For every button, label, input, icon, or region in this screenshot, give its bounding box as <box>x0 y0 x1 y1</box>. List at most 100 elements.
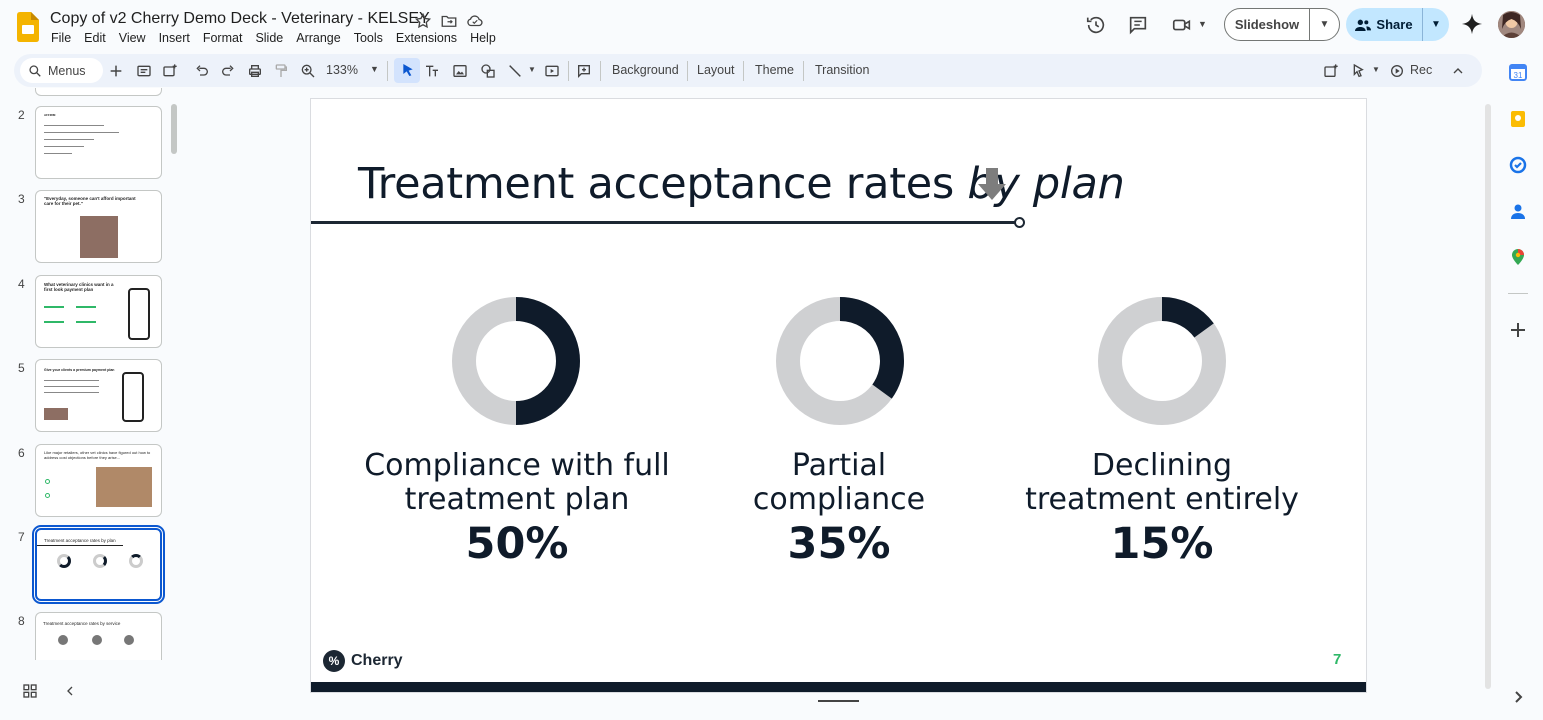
chevron-right-icon[interactable] <box>1509 688 1527 706</box>
maps-icon[interactable] <box>1509 248 1527 266</box>
slide-thumbnail-3[interactable]: "Everyday, someone can't afford importan… <box>35 190 162 263</box>
metric-label-2[interactable]: Partial compliance <box>669 449 1009 517</box>
collapse-filmstrip-button[interactable] <box>62 683 78 699</box>
share-dropdown-icon[interactable]: ▼ <box>1431 19 1441 30</box>
collapse-toolbar-button[interactable] <box>1448 61 1468 81</box>
slideshow-button[interactable]: Slideshow ▼ <box>1224 8 1340 41</box>
rec-button[interactable] <box>1387 61 1407 81</box>
document-title[interactable]: Copy of v2 Cherry Demo Deck - Veterinary… <box>50 10 430 27</box>
get-addons-plus-icon[interactable] <box>1509 321 1527 339</box>
donut-chart-3[interactable] <box>1097 296 1227 426</box>
pen-button[interactable] <box>1349 61 1369 81</box>
transition-button[interactable]: Transition <box>815 63 870 77</box>
toolbar-divider <box>743 61 744 81</box>
insert-table-button[interactable] <box>1321 61 1341 81</box>
move-folder-icon[interactable] <box>440 12 458 30</box>
slide-thumbnail-6[interactable]: Like major retailers, other vet clinics … <box>35 444 162 517</box>
slide-canvas[interactable]: Treatment acceptance rates by plan Compl… <box>310 98 1367 693</box>
cloud-status-icon[interactable] <box>466 12 484 30</box>
share-main[interactable]: Share <box>1346 8 1423 41</box>
metric-label-1[interactable]: Compliance with full treatment plan <box>347 449 687 517</box>
metric-value-2[interactable]: 35% <box>787 519 891 569</box>
slideshow-label[interactable]: Slideshow <box>1225 9 1310 40</box>
slide-thumbnail-2[interactable]: AFFIRM <box>35 106 162 179</box>
star-icon[interactable] <box>414 12 432 30</box>
background-button[interactable]: Background <box>612 63 679 77</box>
menu-insert[interactable]: Insert <box>158 31 190 45</box>
metric-value-3[interactable]: 15% <box>1110 519 1214 569</box>
add-slide-icon-button[interactable] <box>160 61 180 81</box>
slide-thumbnail-7[interactable]: Treatment acceptance rates by plan <box>32 525 165 604</box>
calendar-icon[interactable]: 31 <box>1509 63 1527 81</box>
slide-thumbnail-5[interactable]: Give your clients a premium payment plan <box>35 359 162 432</box>
donut-segment <box>1161 297 1214 338</box>
menu-edit[interactable]: Edit <box>84 31 106 45</box>
slide-layout-button[interactable] <box>134 61 154 81</box>
rec-label[interactable]: Rec <box>1410 63 1433 77</box>
canvas-scrollbar[interactable] <box>1485 104 1491 689</box>
undo-icon <box>196 65 208 76</box>
slide-thumbnail-1-edge[interactable] <box>35 88 162 96</box>
grid-view-button[interactable] <box>22 683 38 699</box>
share-button[interactable]: Share ▼ <box>1346 8 1449 41</box>
layout-button[interactable]: Layout <box>697 63 735 77</box>
text-box-button[interactable] <box>422 61 442 81</box>
theme-button[interactable]: Theme <box>755 63 794 77</box>
thumbnail-title: Give your clients a premium payment plan <box>44 368 115 372</box>
version-history-icon[interactable] <box>1085 14 1107 36</box>
metric-label-3[interactable]: Declining treatment entirely <box>992 449 1332 517</box>
donut-chart-1[interactable] <box>451 296 581 426</box>
comments-icon[interactable] <box>1127 14 1149 36</box>
menu-extensions[interactable]: Extensions <box>395 31 458 45</box>
zoom-dropdown-icon[interactable]: ▼ <box>370 64 379 74</box>
insert-video-button[interactable] <box>542 61 562 81</box>
meet-dropdown-icon[interactable]: ▼ <box>1198 19 1207 29</box>
slides-logo-icon[interactable] <box>17 12 39 42</box>
user-avatar[interactable] <box>1498 11 1525 38</box>
donut-segment <box>515 297 580 425</box>
zoom-button[interactable] <box>298 61 318 81</box>
metric-value-1[interactable]: 50% <box>465 519 569 569</box>
menu-file[interactable]: File <box>51 31 72 45</box>
speaker-notes-drag-handle[interactable] <box>818 700 859 702</box>
gemini-sparkle-icon[interactable] <box>1461 13 1483 35</box>
new-slide-button[interactable] <box>106 61 126 81</box>
undo-button[interactable] <box>192 61 212 81</box>
menu-format[interactable]: Format <box>202 31 243 45</box>
plus-icon <box>110 65 122 77</box>
search-menus-input[interactable]: Menus <box>20 58 103 83</box>
menu-arrange[interactable]: Arrange <box>296 31 341 45</box>
zoom-icon <box>301 64 315 78</box>
line-dropdown-icon[interactable]: ▼ <box>528 65 536 74</box>
people-icon <box>1355 19 1372 31</box>
print-button[interactable] <box>245 61 265 81</box>
shape-button[interactable] <box>478 61 498 81</box>
contacts-icon[interactable] <box>1509 202 1527 220</box>
menu-tools[interactable]: Tools <box>353 31 383 45</box>
meet-video-icon[interactable] <box>1171 14 1193 36</box>
keep-notes-icon[interactable] <box>1509 110 1527 128</box>
insert-image-button[interactable] <box>450 61 470 81</box>
arrow-down-icon <box>978 168 1006 200</box>
zoom-value[interactable]: 133% <box>326 63 358 77</box>
slide-title[interactable]: Treatment acceptance rates by plan <box>358 159 1125 209</box>
line-button[interactable] <box>505 61 525 81</box>
select-tool-button[interactable] <box>394 58 420 83</box>
paint-format-button[interactable] <box>271 61 291 81</box>
slide-thumbnail-4[interactable]: What veterinary clinics want in a first … <box>35 275 162 348</box>
menu-bar: File Edit View Insert Format Slide Arran… <box>51 31 509 45</box>
underline-endpoint <box>1014 217 1025 228</box>
metric-label-line: Compliance with full <box>364 448 670 483</box>
filmstrip-scrollbar[interactable] <box>171 104 177 154</box>
slideshow-dropdown-icon[interactable]: ▼ <box>1319 19 1330 30</box>
menu-slide[interactable]: Slide <box>255 31 284 45</box>
donut-chart-2[interactable] <box>775 296 905 426</box>
menu-view[interactable]: View <box>118 31 146 45</box>
slide-thumbnail-8[interactable]: Treatment acceptance rates by service <box>35 612 162 660</box>
insert-comment-button[interactable] <box>574 61 594 81</box>
toolbar-divider <box>568 61 569 81</box>
redo-button[interactable] <box>218 61 238 81</box>
menu-help[interactable]: Help <box>470 31 496 45</box>
pen-dropdown-icon[interactable]: ▼ <box>1372 65 1380 74</box>
tasks-icon[interactable] <box>1509 156 1527 174</box>
